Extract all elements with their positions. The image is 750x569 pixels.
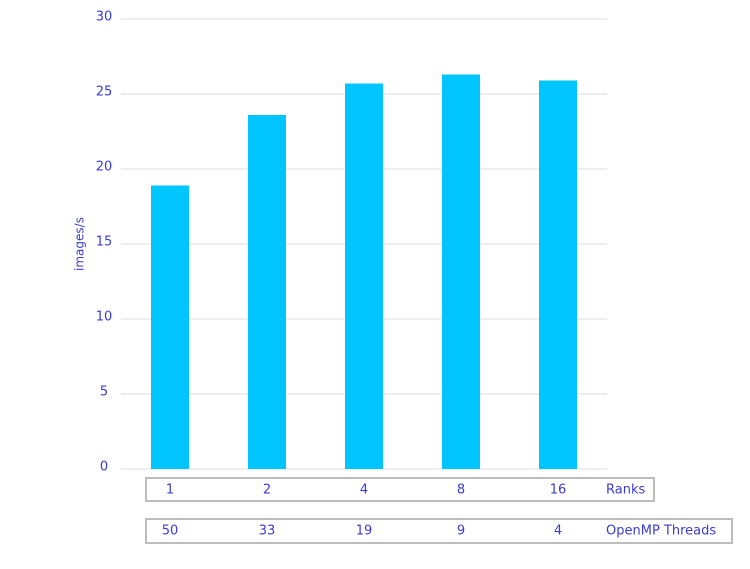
bar (248, 115, 286, 469)
x-tick-label: 16 (550, 483, 567, 498)
thread-label: 19 (356, 524, 373, 539)
y-tick-label: 15 (96, 235, 113, 250)
y-tick-label: 5 (100, 385, 108, 400)
y-tick-label: 20 (96, 160, 113, 175)
thread-label: 33 (259, 524, 276, 539)
threads-box (145, 518, 733, 544)
thread-label: 4 (554, 524, 562, 539)
bar (345, 83, 383, 469)
y-tick-label: 10 (96, 310, 113, 325)
ranks-box (145, 477, 655, 502)
x-tick-label: 8 (457, 483, 465, 498)
thread-label: 50 (162, 524, 179, 539)
y-tick-label: 25 (96, 85, 113, 100)
bar (442, 74, 480, 469)
y-tick-label: 0 (100, 460, 108, 475)
x-tick-label: 1 (166, 483, 174, 498)
y-axis-label: images/s (73, 217, 87, 271)
threads-label: OpenMP Threads (606, 524, 716, 539)
x-tick-label: 4 (360, 483, 368, 498)
bar (151, 185, 189, 469)
thread-label: 9 (457, 524, 465, 539)
ranks-label: Ranks (606, 483, 645, 498)
bar (539, 80, 577, 469)
y-tick-label: 30 (96, 10, 113, 25)
x-tick-label: 2 (263, 483, 271, 498)
